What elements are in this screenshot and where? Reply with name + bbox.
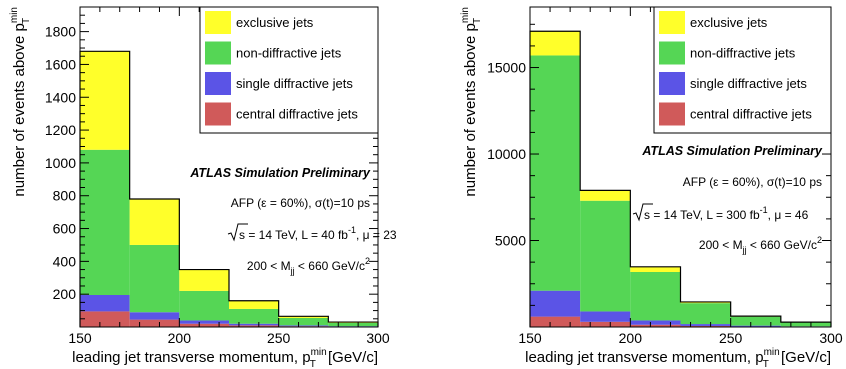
annotation-energy: s = 14 TeV, L = 300 fb-1, μ = 46 bbox=[644, 205, 809, 222]
legend-label: central diffractive jets bbox=[236, 107, 358, 122]
y-tick-label: 10000 bbox=[487, 146, 526, 162]
bar-non-diffractive-jets-bin-4 bbox=[278, 317, 329, 326]
annotation-afp: AFP (ε = 60%), σ(t)=10 ps bbox=[231, 196, 370, 210]
legend-swatch bbox=[205, 41, 231, 65]
legend-label: non-diffractive jets bbox=[690, 46, 796, 61]
bar-central-diffractive-jets-bin-2 bbox=[630, 324, 681, 327]
sqrt-sign bbox=[227, 223, 248, 242]
bar-single-diffractive-jets-bin-4 bbox=[278, 325, 329, 327]
bar-single-diffractive-jets-bin-1 bbox=[580, 311, 631, 322]
bar-central-diffractive-jets-bin-3 bbox=[229, 325, 279, 327]
x-tick-label: 300 bbox=[819, 330, 843, 346]
chart-panel-left: 150 200 250 300 200 400 600 800 1000 1200 1400 1600… bbox=[9, 6, 397, 369]
x-axis-title: leading jet transverse momentum, pmin T [… bbox=[525, 347, 831, 369]
y-tick-label: 1600 bbox=[45, 56, 76, 72]
bar-exclusive-jets-bin-0 bbox=[80, 51, 130, 150]
annotation-title: ATLAS Simulation Preliminary bbox=[189, 166, 371, 180]
y-tick-label: 200 bbox=[53, 286, 77, 302]
bar-central-diffractive-jets-bin-2 bbox=[179, 323, 229, 327]
bar-exclusive-jets-bin-2 bbox=[630, 266, 681, 272]
legend-swatch bbox=[205, 72, 231, 95]
y-tick-label: 600 bbox=[53, 221, 77, 237]
legend-swatch bbox=[659, 72, 685, 95]
y-tick-label: 800 bbox=[53, 188, 77, 204]
annotation-energy: s = 14 TeV, L = 40 fb-1, μ = 23 bbox=[239, 225, 397, 242]
annotation-mass: 200 < Mjj < 660 GeV/c2 bbox=[247, 256, 370, 276]
bar-non-diffractive-jets-bin-5 bbox=[780, 322, 831, 327]
x-tick-label: 200 bbox=[168, 330, 192, 346]
legend-swatch bbox=[659, 11, 685, 34]
bar-non-diffractive-jets-bin-5 bbox=[328, 322, 378, 327]
legend-label: exclusive jets bbox=[236, 15, 314, 30]
sqrt-sign bbox=[632, 203, 653, 222]
bar-single-diffractive-jets-bin-3 bbox=[680, 324, 731, 326]
y-tick-label: 1200 bbox=[45, 122, 76, 138]
legend-swatch bbox=[205, 11, 231, 34]
bar-non-diffractive-jets-bin-2 bbox=[630, 271, 681, 321]
bar-central-diffractive-jets-bin-3 bbox=[680, 325, 731, 327]
legend-label: central diffractive jets bbox=[690, 107, 812, 122]
y-tick-label: 1000 bbox=[45, 155, 76, 171]
legend-label: exclusive jets bbox=[690, 15, 768, 30]
bar-non-diffractive-jets-bin-3 bbox=[229, 308, 279, 324]
x-tick-label: 150 bbox=[68, 330, 92, 346]
legend-label: non-diffractive jets bbox=[236, 46, 342, 61]
y-tick-label: 15000 bbox=[487, 60, 526, 76]
bar-single-diffractive-jets-bin-0 bbox=[530, 290, 581, 317]
bar-exclusive-jets-bin-1 bbox=[580, 190, 631, 201]
bar-single-diffractive-jets-bin-0 bbox=[80, 295, 130, 312]
histogram-outline bbox=[529, 30, 832, 327]
bar-single-diffractive-jets-bin-1 bbox=[129, 312, 180, 320]
annotation-mass: 200 < Mjj < 660 GeV/c2 bbox=[699, 235, 822, 255]
annotation-afp: AFP (ε = 60%), σ(t)=10 ps bbox=[683, 175, 822, 189]
x-axis-title: leading jet transverse momentum, pmin T [… bbox=[72, 347, 378, 369]
bar-non-diffractive-jets-bin-0 bbox=[530, 55, 581, 291]
legend-swatch bbox=[659, 102, 685, 126]
y-axis-title: number of events above pminT bbox=[9, 7, 32, 197]
x-tick-label: 150 bbox=[518, 330, 542, 346]
bar-non-diffractive-jets-bin-1 bbox=[580, 200, 631, 312]
annotation-title: ATLAS Simulation Preliminary bbox=[641, 144, 823, 158]
bar-single-diffractive-jets-bin-3 bbox=[229, 323, 279, 326]
bar-exclusive-jets-bin-2 bbox=[179, 269, 229, 291]
bar-exclusive-jets-bin-1 bbox=[129, 199, 180, 245]
y-tick-label: 400 bbox=[53, 253, 77, 269]
legend-swatch bbox=[205, 102, 231, 126]
bar-non-diffractive-jets-bin-3 bbox=[680, 303, 731, 325]
bar-non-diffractive-jets-bin-2 bbox=[179, 290, 229, 321]
bar-central-diffractive-jets-bin-1 bbox=[580, 321, 631, 327]
x-tick-label: 250 bbox=[719, 330, 743, 346]
bar-single-diffractive-jets-bin-2 bbox=[630, 320, 681, 325]
bar-single-diffractive-jets-bin-4 bbox=[730, 325, 781, 327]
x-tick-label: 250 bbox=[267, 330, 291, 346]
bar-non-diffractive-jets-bin-0 bbox=[80, 149, 130, 295]
x-tick-label: 300 bbox=[366, 330, 390, 346]
bar-central-diffractive-jets-bin-0 bbox=[80, 311, 130, 327]
bar-central-diffractive-jets-bin-1 bbox=[129, 319, 180, 327]
bar-non-diffractive-jets-bin-1 bbox=[129, 244, 180, 313]
legend-label: single diffractive jets bbox=[236, 76, 353, 91]
legend-label: single diffractive jets bbox=[690, 76, 807, 91]
x-tick-label: 200 bbox=[619, 330, 643, 346]
bar-exclusive-jets-bin-0 bbox=[530, 31, 581, 56]
legend-swatch bbox=[659, 41, 685, 65]
bar-exclusive-jets-bin-4 bbox=[278, 316, 329, 318]
y-axis-title: number of events above pminT bbox=[460, 7, 483, 197]
bar-central-diffractive-jets-bin-0 bbox=[530, 316, 581, 327]
y-tick-label: 5000 bbox=[495, 233, 526, 249]
bar-exclusive-jets-bin-3 bbox=[680, 301, 731, 304]
bar-non-diffractive-jets-bin-4 bbox=[730, 316, 781, 326]
y-tick-label: 1800 bbox=[45, 24, 76, 40]
chart-panel-right: 150 200 250 300 5000 10000 15000 leading jet tr… bbox=[460, 6, 843, 369]
y-tick-label: 1400 bbox=[45, 89, 76, 105]
bar-single-diffractive-jets-bin-2 bbox=[179, 320, 229, 324]
bar-exclusive-jets-bin-3 bbox=[229, 300, 279, 309]
histogram-outline bbox=[79, 50, 379, 327]
